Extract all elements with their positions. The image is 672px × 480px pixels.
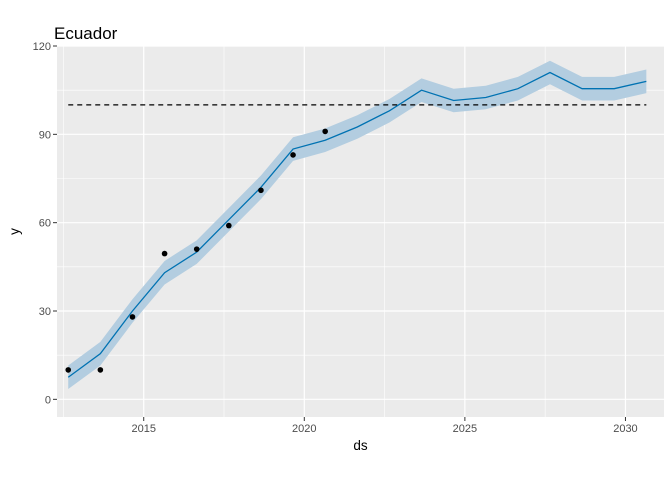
y-tick-label: 120 <box>33 41 51 53</box>
plot-panel <box>57 46 664 417</box>
observed-point <box>290 152 296 158</box>
observed-point <box>161 250 168 257</box>
forecast-line <box>67 71 647 378</box>
x-tick-label: 2020 <box>292 423 316 435</box>
major-gridlines <box>57 45 664 417</box>
y-tick-label: 0 <box>45 394 51 406</box>
y-axis-title: y <box>7 228 22 235</box>
observed-point <box>193 246 200 252</box>
y-tick-label: 90 <box>39 129 51 141</box>
observed-point <box>322 128 328 135</box>
y-axis-ticks: 0 30 60 90 120 <box>33 41 57 406</box>
x-tick-label: 2030 <box>613 423 637 435</box>
x-axis-ticks: 2015 2020 2025 2030 <box>131 417 638 435</box>
y-tick-label: 30 <box>39 306 51 318</box>
observed-point <box>97 367 104 373</box>
chart-title: Ecuador <box>54 24 118 43</box>
observed-point <box>258 187 264 194</box>
x-tick-label: 2015 <box>131 423 155 435</box>
y-tick-label: 60 <box>39 218 51 230</box>
x-axis-title: ds <box>353 438 368 453</box>
x-tick-label: 2025 <box>453 423 477 435</box>
observed-point <box>65 367 72 373</box>
observed-points <box>65 128 328 373</box>
observed-point <box>129 314 136 320</box>
observed-point <box>226 222 232 229</box>
